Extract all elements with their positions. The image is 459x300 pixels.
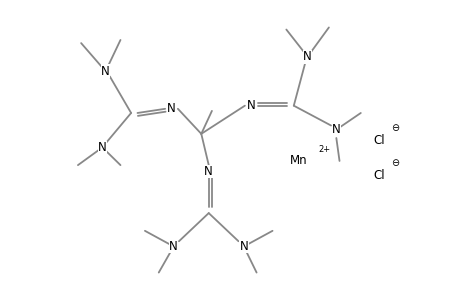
Text: N: N [167,102,175,115]
Text: Cl: Cl [373,169,384,182]
Text: N: N [204,165,213,178]
Text: N: N [246,99,255,112]
Text: N: N [239,240,248,253]
Text: 2+: 2+ [318,145,330,154]
Text: N: N [331,123,340,136]
Text: N: N [98,141,106,154]
Text: N: N [101,65,110,78]
Text: Cl: Cl [373,134,384,147]
Text: ⊖: ⊖ [391,123,399,133]
Text: ⊖: ⊖ [391,158,399,168]
Text: Mn: Mn [290,154,307,167]
Text: N: N [169,240,178,253]
Text: N: N [302,50,311,63]
